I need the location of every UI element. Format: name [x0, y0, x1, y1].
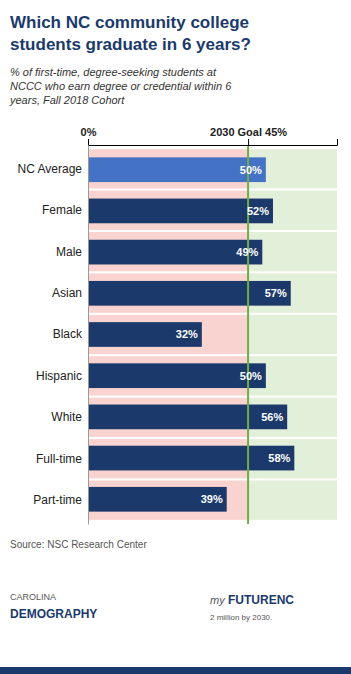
bar	[88, 199, 273, 224]
y-tick-label: Asian	[52, 286, 82, 300]
y-tick-label: White	[51, 410, 82, 424]
y-tick-label: Full-time	[36, 452, 82, 466]
x-tick: 0%	[81, 126, 97, 145]
y-axis-line	[88, 146, 89, 525]
value-label: 52%	[247, 205, 269, 217]
goal-zone-above	[248, 398, 337, 437]
footer-text: DEMOGRAPHY	[10, 607, 97, 621]
x-tick-label: 0%	[81, 126, 97, 138]
value-label: 56%	[261, 411, 283, 423]
bar	[88, 322, 202, 347]
subtitle-line: NCCC who earn degree or credential withi…	[10, 80, 232, 92]
footer-text: my	[210, 594, 226, 606]
plot: 50% 52% 49% 57% 32% 50% 56% 58% 39% 0% 2030 Goal 4…	[18, 126, 338, 525]
footer-text: FUTURENC	[228, 593, 294, 607]
value-label: 39%	[201, 493, 223, 505]
y-tick: Female	[42, 203, 88, 217]
y-tick: NC Average	[18, 162, 88, 176]
title: Which NC community college students gradu…	[10, 13, 251, 54]
goal-line	[247, 145, 249, 524]
source: Source: NSC Research Center	[10, 539, 147, 550]
x-tick: 2030 Goal 45%	[210, 126, 287, 145]
y-tick: Asian	[52, 286, 88, 300]
bar	[88, 405, 287, 430]
x-tick-label: 2030 Goal 45%	[210, 126, 287, 138]
value-label: 49%	[236, 246, 258, 258]
bar	[88, 240, 262, 265]
y-tick: Black	[53, 327, 88, 341]
footer-text: CAROLINA	[10, 592, 56, 602]
subtitle-line: years, Fall 2018 Cohort	[9, 94, 125, 106]
value-label: 58%	[268, 452, 290, 464]
value-label: 57%	[265, 287, 287, 299]
x-axis-line	[89, 139, 338, 146]
y-tick: Male	[56, 244, 88, 258]
x-tick-mark	[248, 139, 249, 145]
bar	[88, 363, 266, 388]
footer-text: 2 million by 2030.	[210, 613, 272, 622]
bar	[88, 446, 294, 471]
title-line: students graduate in 6 years?	[10, 35, 251, 54]
y-tick-label: Male	[56, 244, 82, 258]
y-tick: White	[51, 410, 88, 424]
y-axis: NC Average Female Male Asian Black Hispanic Wh…	[18, 146, 89, 525]
value-label: 50%	[240, 370, 262, 382]
x-tick-mark	[88, 139, 89, 145]
goal-zone-below	[88, 315, 248, 354]
value-label: 32%	[176, 328, 198, 340]
subtitle-line: % of first-time, degree-seeking students…	[10, 66, 217, 78]
bar	[88, 487, 227, 512]
marks	[88, 145, 337, 524]
title-line: Which NC community college	[10, 13, 249, 32]
chart: Which NC community college students gradu…	[0, 0, 351, 674]
y-tick: Part-time	[33, 493, 88, 507]
goal-zone-above	[248, 315, 337, 354]
y-tick-label: Black	[53, 327, 83, 341]
y-tick-label: Female	[42, 203, 82, 217]
bar	[88, 281, 291, 306]
y-tick-label: Part-time	[33, 493, 82, 507]
y-tick-label: NC Average	[18, 162, 83, 176]
y-tick-label: Hispanic	[36, 369, 82, 383]
y-tick: Full-time	[36, 452, 88, 466]
footer-border	[0, 667, 351, 674]
x-axis: 0% 2030 Goal 45%	[81, 126, 338, 146]
bar	[88, 157, 266, 182]
goal-zone-above	[248, 481, 337, 520]
goal-zone-below	[88, 481, 248, 520]
subtitle: % of first-time, degree-seeking students…	[9, 66, 232, 106]
y-tick: Hispanic	[36, 369, 88, 383]
value-label: 50%	[240, 164, 262, 176]
